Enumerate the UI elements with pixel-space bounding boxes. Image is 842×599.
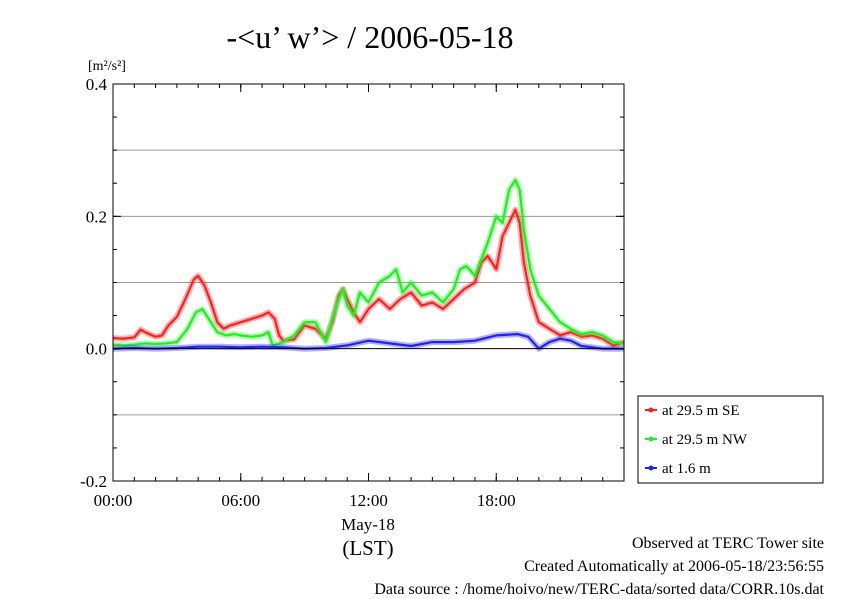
- legend-marker-2: [648, 465, 654, 471]
- series-line-1: [112, 178, 625, 347]
- chart-title: -<u’ w’> / 2006-05-18: [227, 19, 514, 55]
- legend-label-0: at 29.5 m SE: [662, 403, 740, 419]
- grid-lines: [113, 149, 624, 416]
- y-tick-label-1: 0.0: [86, 340, 107, 359]
- x-tick-label-3: 18:00: [477, 491, 516, 510]
- legend-label-2: at 1.6 m: [662, 461, 711, 477]
- axes: -0.2 0.0 0.2 0.4 00:00 06:00 12:00 18:00: [80, 75, 625, 510]
- footer-created: Created Automatically at 2006-05-18/23:5…: [524, 558, 824, 575]
- y-tick-label-3: 0.4: [86, 75, 108, 94]
- footer-source: Data source : /home/hoivo/new/TERC-data/…: [374, 581, 824, 598]
- series-halo-1: [112, 176, 625, 349]
- x-date-label: May-18: [341, 515, 395, 534]
- x-axis-label: (LST): [342, 536, 393, 560]
- legend-label-1: at 29.5 m NW: [662, 432, 748, 448]
- x-tick-label-0: 00:00: [94, 491, 133, 510]
- y-tick-label-0: -0.2: [80, 472, 107, 491]
- legend-marker-1: [648, 436, 654, 442]
- series-line-0: [112, 208, 625, 347]
- legend-marker-0: [648, 407, 654, 413]
- legend: at 29.5 m SE at 29.5 m NW at 1.6 m: [637, 395, 824, 484]
- footer-site: Observed at TERC Tower site: [631, 535, 824, 552]
- x-tick-label-1: 06:00: [221, 491, 260, 510]
- x-tick-label-2: 12:00: [349, 491, 388, 510]
- y-axis-label: [m²/s²]: [88, 59, 126, 74]
- legend-box: [637, 395, 824, 484]
- y-tick-label-2: 0.2: [86, 207, 107, 226]
- series-line-2: [112, 333, 624, 350]
- series-lines: [112, 176, 625, 352]
